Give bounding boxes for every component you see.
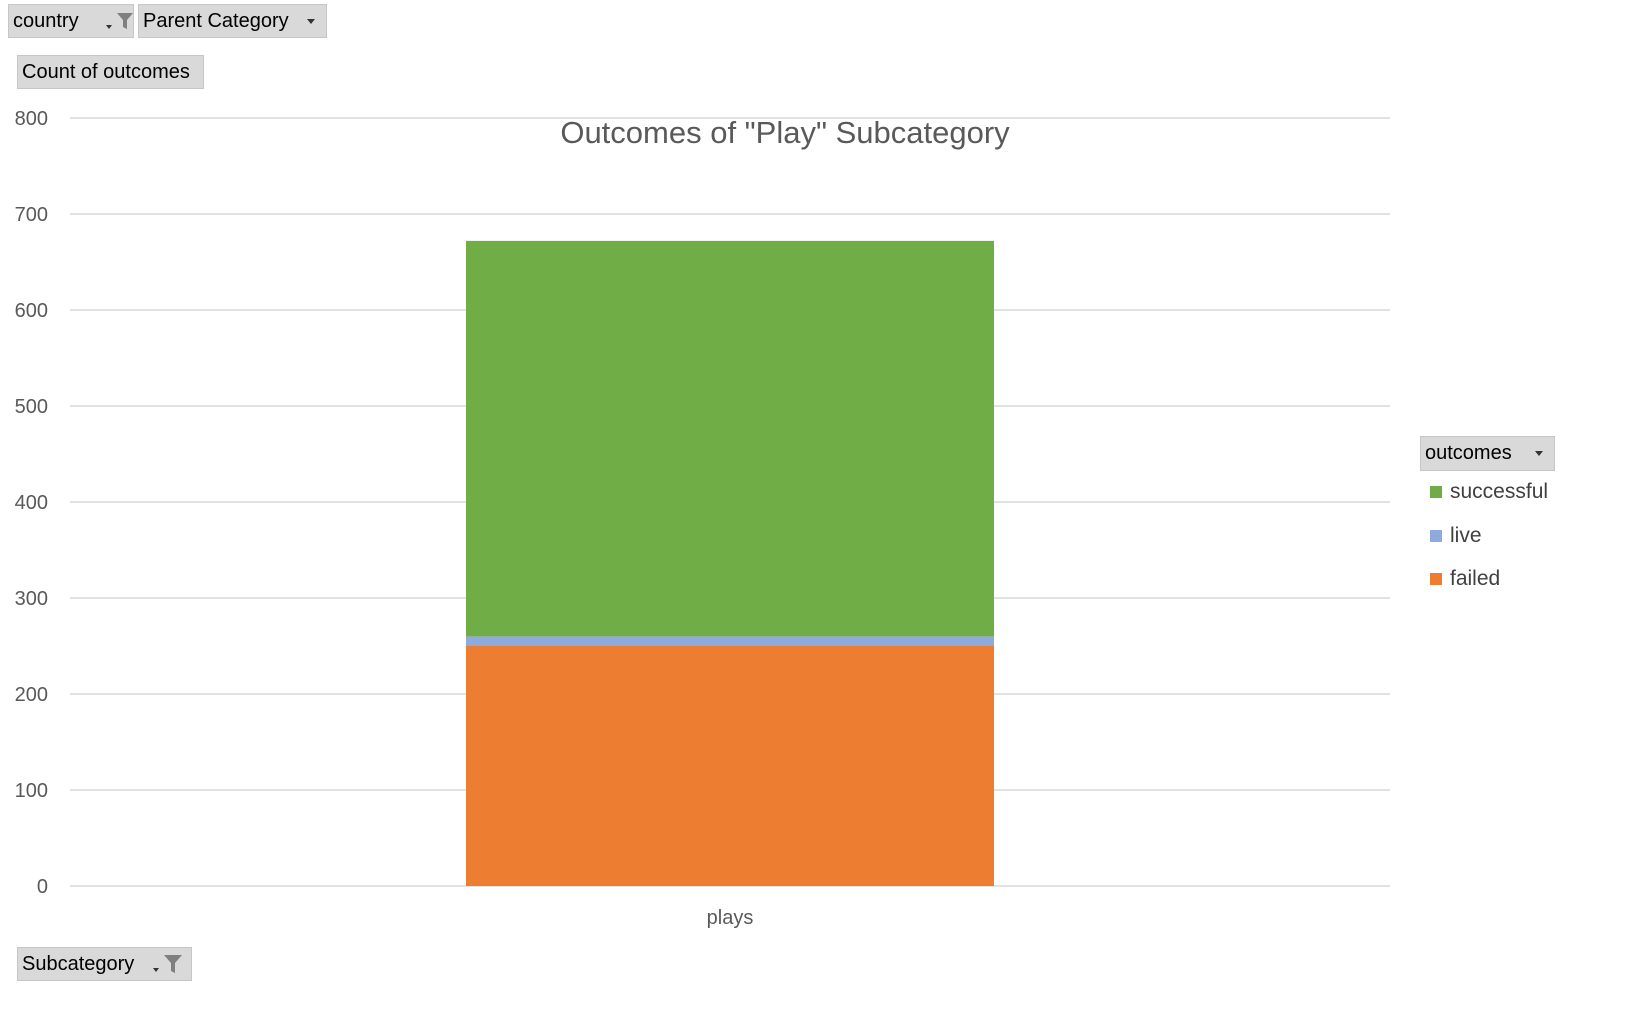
bars [466,240,994,886]
dropdown-arrow-icon[interactable] [150,948,162,980]
chevron-down-icon[interactable] [303,5,319,37]
legend-item-failed[interactable]: failed [1430,567,1500,591]
funnel-filter-icon[interactable] [115,5,135,37]
legend-swatch [1430,573,1442,585]
dropdown-arrow-icon[interactable] [103,5,115,37]
x-axis-ticks: plays [707,907,754,929]
subcategory-filter-label: Subcategory [22,952,135,975]
legend-label: successful [1450,480,1549,503]
y-tick-label: 800 [15,108,48,130]
chevron-down-icon[interactable] [1531,437,1547,470]
subcategory-filter-button[interactable]: Subcategory [17,947,192,981]
legend-item-live[interactable]: live [1430,524,1482,548]
legend-label: failed [1450,567,1501,590]
outcomes-legend-filter-button[interactable]: outcomes [1420,436,1555,471]
country-filter-label: country [13,9,79,32]
funnel-filter-icon[interactable] [162,948,184,980]
chart-title: Outcomes of "Play" Subcategory [560,115,1010,150]
y-axis-ticks: 0 100 200 300 400 500 600 700 800 [15,108,48,898]
legend-item-successful[interactable]: successful [1430,480,1548,504]
y-tick-label: 700 [15,204,48,226]
y-tick-label: 0 [37,876,48,898]
y-tick-label: 100 [15,780,48,802]
y-tick-label: 500 [15,396,48,418]
bar-segment-live[interactable] [466,636,994,646]
legend-swatch [1430,486,1442,498]
parent-category-filter-button[interactable]: Parent Category [138,4,327,38]
country-filter-button[interactable]: country [8,4,134,38]
legend-label: live [1450,523,1482,547]
parent-category-label: Parent Category [143,9,289,32]
legend-swatch [1430,529,1442,542]
y-tick-label: 300 [15,588,48,610]
y-tick-label: 400 [15,492,48,514]
x-tick-label: plays [707,907,754,929]
y-tick-label: 200 [15,684,48,706]
bar-segment-failed[interactable] [466,646,994,886]
y-tick-label: 600 [15,300,48,322]
outcomes-legend-label: outcomes [1425,442,1512,464]
count-of-outcomes-button[interactable]: Count of outcomes [17,55,204,89]
count-of-outcomes-label: Count of outcomes [22,60,190,83]
bar-segment-successful[interactable] [466,240,994,637]
